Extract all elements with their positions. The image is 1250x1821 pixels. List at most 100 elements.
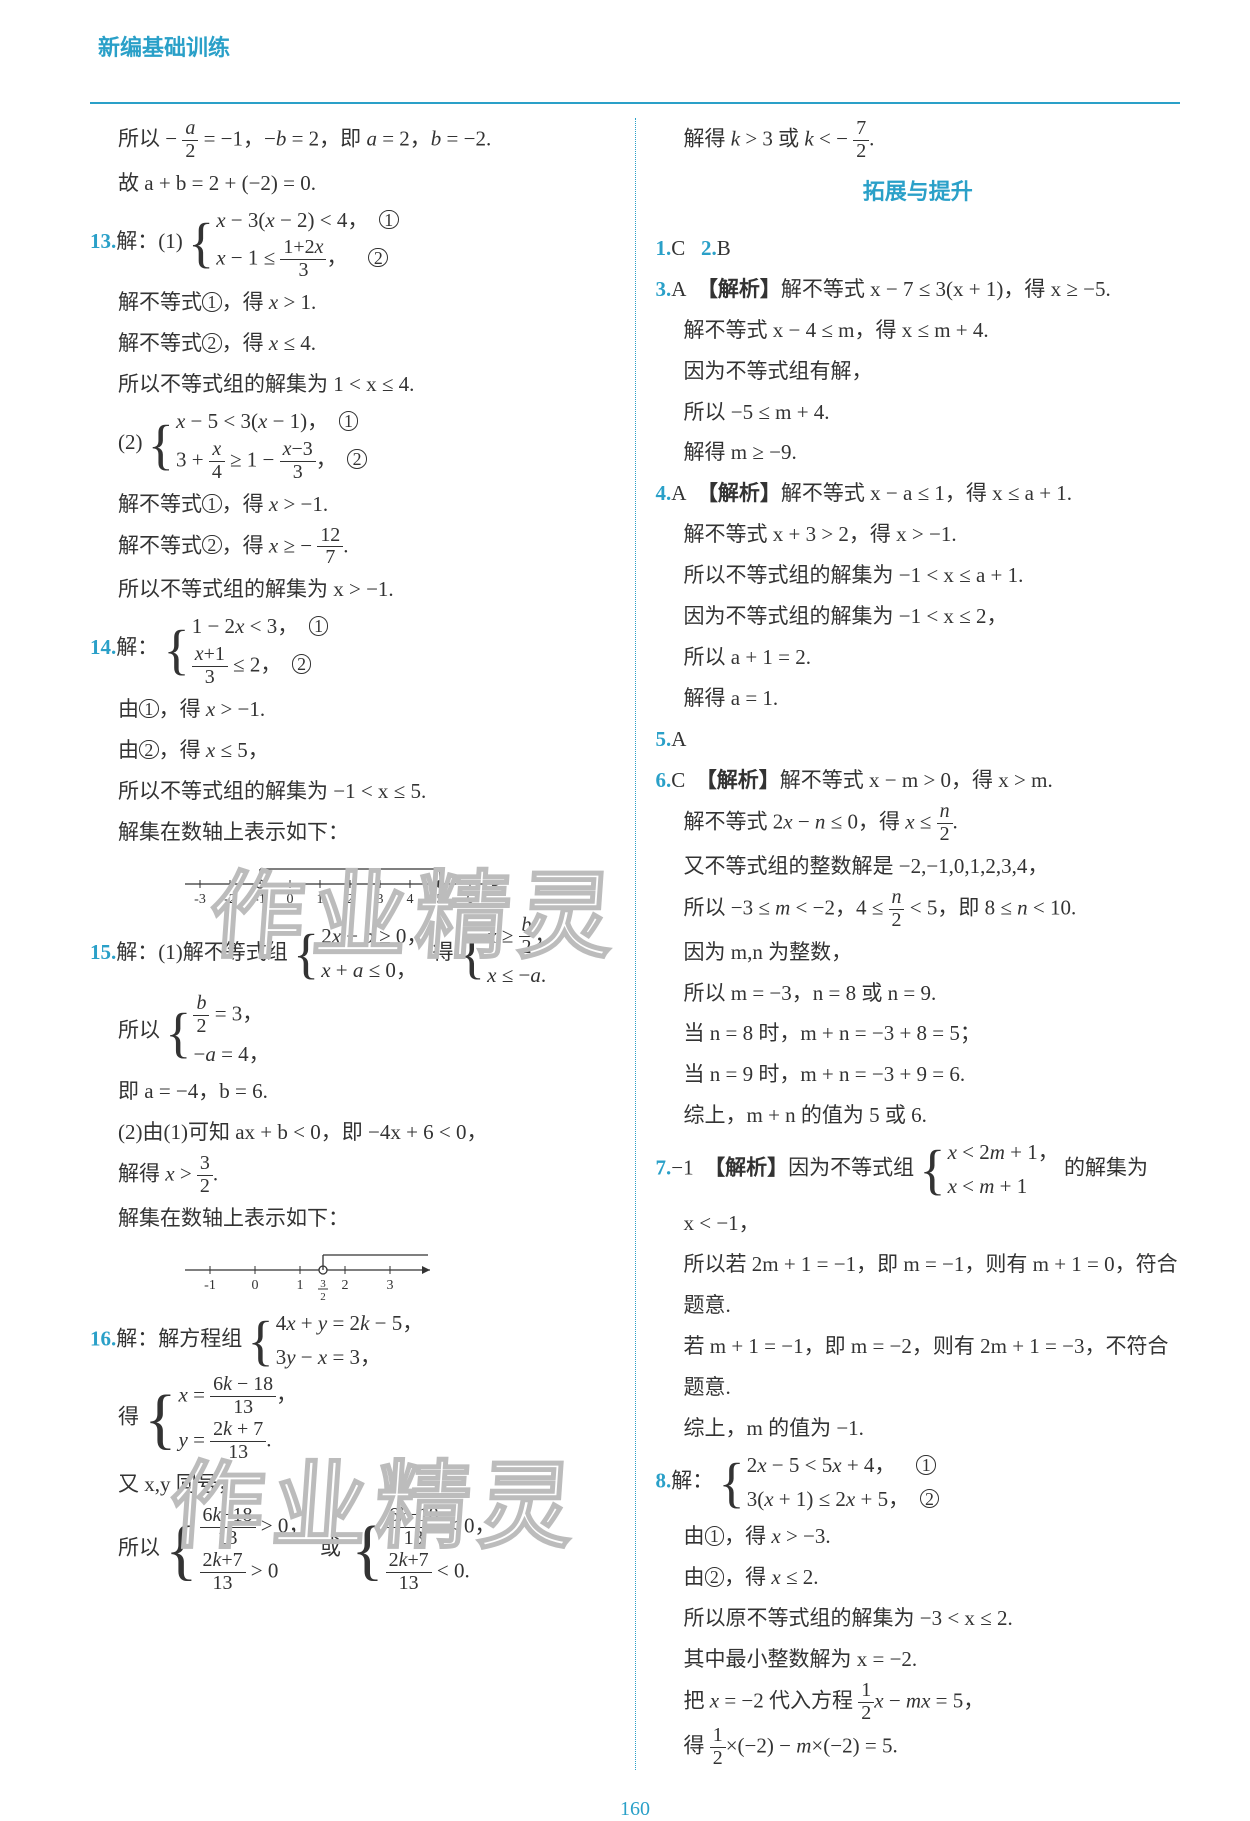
q14-system: { 1 − 2x < 3， 1 x+13 ≤ 2， 2	[164, 610, 329, 688]
q8-l3: 其中最小整数解为 x = −2.	[656, 1639, 1181, 1680]
svg-text:2: 2	[320, 1291, 326, 1301]
q3-l0: 解不等式 x − 7 ≤ 3(x + 1)，得 x ≥ −5.	[781, 277, 1111, 301]
q8: 8.解： { 2x − 5 < 5x + 4， 1 3(x + 1) ≤ 2x …	[656, 1449, 1181, 1516]
q8-label: 解：	[671, 1468, 713, 1492]
q13-part2: (2) { x − 5 < 3(x − 1)， 1 3 + x4 ≥ 1 − x…	[90, 405, 615, 483]
q4-tag: 【解析】	[697, 481, 781, 505]
q14: 14.解： { 1 − 2x < 3， 1 x+13 ≤ 2， 2	[90, 610, 615, 688]
q13-system-2: { x − 5 < 3(x − 1)， 1 3 + x4 ≥ 1 − x−33，…	[148, 405, 367, 483]
q6-l5: 所以 m = −3，n = 8 或 n = 9.	[656, 973, 1181, 1014]
header-rule	[90, 102, 1180, 104]
q14-numberline: -3 -2 -1 0 1 2 3 4 5 6	[180, 859, 510, 909]
svg-text:-2: -2	[224, 892, 236, 907]
q7-head: 因为不等式组	[788, 1156, 914, 1180]
q4-ans: A	[671, 481, 686, 505]
ans1-num: 1.	[656, 236, 672, 260]
q13-system-1: { x − 3(x − 2) < 4， 1 x − 1 ≤ 1+2x3， 2	[188, 204, 399, 282]
left-pre-line-2: 故 a + b = 2 + (−2) = 0.	[90, 163, 615, 204]
ans2-num: 2.	[701, 236, 717, 260]
q4: 4.A 【解析】解不等式 x − a ≤ 1，得 x ≤ a + 1.	[656, 473, 1181, 514]
right-column: 解得 k > 3 或 k < − 72. 拓展与提升 1.C 2.B 3.A 【…	[656, 118, 1181, 1770]
q16-res: 得 { x = 6k − 1813， y = 2k + 713.	[90, 1374, 615, 1464]
q4-l0: 解不等式 x − a ≤ 1，得 x ≤ a + 1.	[781, 481, 1072, 505]
q6-l8: 综上，m + n 的值为 5 或 6.	[656, 1095, 1181, 1136]
q8-l1: 由2，得 x ≤ 2.	[656, 1557, 1181, 1598]
two-column-layout: 所以 − a2 = −1，−b = 2，即 a = 2，b = −2. 故 a …	[90, 118, 1180, 1770]
q5-ans: A	[671, 727, 686, 751]
q3-l2: 因为不等式组有解，	[656, 351, 1181, 392]
short-answers: 1.C 2.B	[656, 228, 1181, 269]
column-divider	[635, 118, 636, 1770]
q4-l1: 解不等式 x + 3 > 2，得 x > −1.	[656, 514, 1181, 555]
q7-tail: 的解集为	[1064, 1156, 1148, 1180]
section-title: 拓展与提升	[656, 171, 1181, 214]
q13-number: 13.	[90, 229, 116, 253]
q13-2-l3: 所以不等式组的解集为 x > −1.	[90, 569, 615, 610]
q16-number: 16.	[90, 1327, 116, 1351]
svg-text:5: 5	[437, 892, 444, 907]
page-number: 160	[90, 1798, 1180, 1821]
q14-l1: 由1，得 x > −1.	[90, 689, 615, 730]
q6-l0: 解不等式 x − m > 0，得 x > m.	[780, 768, 1053, 792]
q3-ans: A	[671, 277, 686, 301]
ans1-val: C	[671, 236, 685, 260]
right-pre: 解得 k > 3 或 k < − 72.	[656, 118, 1181, 163]
svg-text:0: 0	[252, 1278, 259, 1293]
q4-num: 4.	[656, 481, 672, 505]
q16-system-1: { 4x + y = 2k − 5， 3y − x = 3，	[248, 1307, 424, 1374]
q6-l3: 所以 −3 ≤ m < −2，4 ≤ n2 < 5，即 8 ≤ n < 10.	[656, 887, 1181, 932]
left-column: 所以 − a2 = −1，−b = 2，即 a = 2，b = −2. 故 a …	[90, 118, 615, 1770]
q14-l4: 解集在数轴上表示如下：	[90, 812, 615, 853]
q7-l3: 综上，m 的值为 −1.	[656, 1408, 1181, 1449]
q13: 13.解：(1) { x − 3(x − 2) < 4， 1 x − 1 ≤ 1…	[90, 204, 615, 282]
q8-system: { 2x − 5 < 5x + 4， 1 3(x + 1) ≤ 2x + 5， …	[719, 1449, 940, 1516]
q3: 3.A 【解析】解不等式 x − 7 ≤ 3(x + 1)，得 x ≥ −5.	[656, 269, 1181, 310]
svg-text:-3: -3	[194, 892, 206, 907]
svg-text:-1: -1	[254, 892, 266, 907]
q6-tag: 【解析】	[696, 768, 780, 792]
q14-number: 14.	[90, 635, 116, 659]
q15-system-1: { 2x − b ≥ 0， x + a ≤ 0，	[293, 920, 427, 987]
svg-text:2: 2	[342, 1278, 349, 1293]
q14-label: 解：	[116, 635, 158, 659]
q16-mid: 又 x,y 同号，	[90, 1464, 615, 1505]
q7-num: 7.	[656, 1156, 672, 1180]
q7-l1: 所以若 2m + 1 = −1，即 m = −1，则有 m + 1 = 0，符合…	[656, 1244, 1181, 1326]
q8-l5: 得 12×(−2) − m×(−2) = 5.	[656, 1725, 1181, 1770]
q14-l2: 由2，得 x ≤ 5，	[90, 730, 615, 771]
book-title-text: 新编基础训练	[98, 35, 230, 60]
q7-system: { x < 2m + 1， x < m + 1	[919, 1136, 1058, 1203]
q15-p2-l1: (2)由(1)可知 ax + b < 0，即 −4x + 6 < 0，	[90, 1112, 615, 1153]
q15-numberline: -1 0 1 32 2 3	[180, 1245, 440, 1301]
q4-l3: 因为不等式组的解集为 −1 < x ≤ 2，	[656, 596, 1181, 637]
q6-l6: 当 n = 8 时，m + n = −3 + 8 = 5；	[656, 1013, 1181, 1054]
svg-text:3: 3	[320, 1278, 326, 1290]
q6-l2: 又不等式组的整数解是 −2,−1,0,1,2,3,4，	[656, 846, 1181, 887]
q15-p2-l2: 解得 x > 32.	[90, 1153, 615, 1198]
svg-text:6: 6	[467, 892, 474, 907]
q4-l4: 所以 a + 1 = 2.	[656, 637, 1181, 678]
q13-l3: 所以不等式组的解集为 1 < x ≤ 4.	[90, 364, 615, 405]
q6-ans: C	[671, 768, 685, 792]
q15-l1: 即 a = −4，b = 6.	[90, 1071, 615, 1112]
q4-l5: 解得 a = 1.	[656, 678, 1181, 719]
q6-num: 6.	[656, 768, 672, 792]
q15-label: 解：	[116, 940, 158, 964]
q8-l2: 所以原不等式组的解集为 −3 < x ≤ 2.	[656, 1598, 1181, 1639]
q7-tag: 【解析】	[704, 1156, 788, 1180]
q7-l2: 若 m + 1 = −1，即 m = −2，则有 2m + 1 = −3，不符合…	[656, 1326, 1181, 1408]
q15-system-1-res: { x ≥ b2， x ≤ −a.	[459, 915, 556, 993]
ans2-val: B	[717, 236, 731, 260]
svg-text:2: 2	[347, 892, 354, 907]
q6-l4: 因为 m,n 为整数，	[656, 932, 1181, 973]
q3-l1: 解不等式 x − 4 ≤ m，得 x ≤ m + 4.	[656, 310, 1181, 351]
q7: 7.−1 【解析】因为不等式组 { x < 2m + 1， x < m + 1 …	[656, 1136, 1181, 1203]
svg-text:-1: -1	[204, 1278, 216, 1293]
q8-num: 8.	[656, 1468, 672, 1492]
q3-l4: 解得 m ≥ −9.	[656, 432, 1181, 473]
q8-l4: 把 x = −2 代入方程 12x − mx = 5，	[656, 1680, 1181, 1725]
svg-text:3: 3	[387, 1278, 394, 1293]
q3-tag: 【解析】	[697, 277, 781, 301]
q15-sys2: 所以 { b2 = 3， −a = 4，	[90, 993, 615, 1071]
q13-2-l2: 解不等式2，得 x ≥ − 127.	[90, 525, 615, 570]
